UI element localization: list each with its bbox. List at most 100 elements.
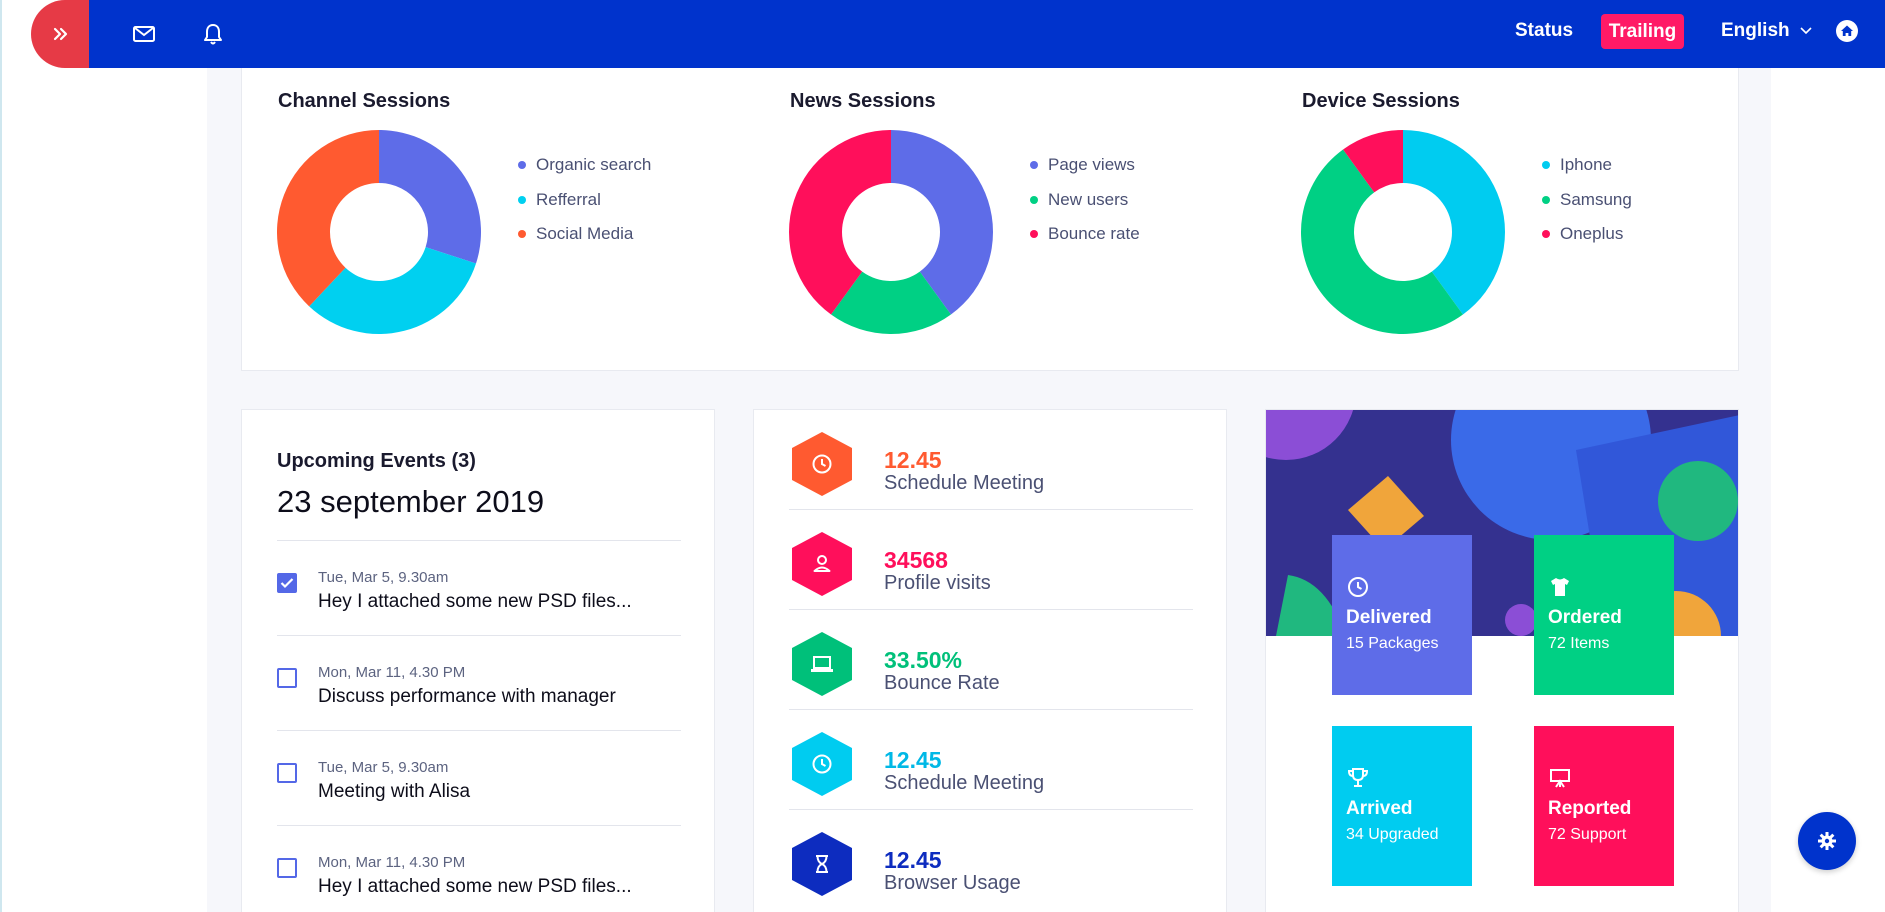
tile-title: Arrived — [1346, 798, 1413, 819]
news-sessions-donut-chart — [789, 130, 993, 334]
stats-card: 12.45 Schedule Meeting 34568 Profile vis… — [753, 409, 1227, 912]
legend-label: New users — [1048, 189, 1129, 209]
stat-label: Schedule Meeting — [884, 472, 1045, 494]
arrived-tile[interactable]: Arrived 34 Upgraded — [1332, 726, 1472, 886]
donut-slice-bounce-rate — [789, 130, 891, 315]
tile-subtitle: 72 Items — [1548, 635, 1610, 652]
stat-value: 12.45 — [884, 847, 942, 873]
donut-slice-organic-search — [379, 130, 481, 264]
legend-label: Organic search — [536, 155, 652, 175]
event-item[interactable]: Mon, Mar 11, 4.30 PM Discuss performance… — [277, 636, 681, 731]
event-item[interactable]: Mon, Mar 11, 4.30 PM Hey I attached some… — [277, 826, 681, 912]
donut-slice-social-media — [277, 130, 379, 307]
mail-icon[interactable] — [129, 19, 159, 49]
event-checkbox[interactable] — [277, 858, 297, 878]
channel-sessions-title: Channel Sessions — [278, 90, 451, 112]
status-link[interactable]: Status — [1515, 20, 1574, 41]
legend-dot — [1030, 195, 1038, 204]
legend-dot — [1030, 161, 1038, 170]
event-text: Hey I attached some new PSD files... — [318, 591, 632, 612]
event-text: Meeting with Alisa — [318, 781, 471, 802]
clock-icon — [792, 432, 852, 496]
legend-dot — [518, 161, 526, 170]
trophy-icon — [1347, 768, 1369, 787]
gear-icon — [1818, 832, 1836, 850]
stat-row: 33.50% Bounce Rate — [789, 610, 1193, 710]
event-checkbox[interactable] — [277, 763, 297, 783]
donut-slice-page-views — [891, 130, 993, 315]
tile-title: Reported — [1548, 798, 1632, 819]
user-icon — [792, 532, 852, 596]
donut-slice-refferral — [309, 247, 477, 334]
stat-row: 12.45 Schedule Meeting — [789, 410, 1193, 510]
events-heading: Upcoming Events (3) — [277, 450, 476, 472]
trailing-button[interactable]: Trailing — [1601, 14, 1684, 49]
event-text: Discuss performance with manager — [318, 686, 616, 707]
clock-icon — [1348, 577, 1368, 597]
legend-dot — [1542, 161, 1550, 170]
sidebar-toggle-button[interactable] — [31, 0, 91, 68]
news-sessions-title: News Sessions — [790, 90, 936, 112]
bell-icon[interactable] — [198, 19, 228, 49]
device-sessions-donut-chart — [1301, 130, 1505, 334]
reported-tile[interactable]: Reported 72 Support — [1534, 726, 1674, 886]
event-text: Hey I attached some new PSD files... — [318, 876, 632, 897]
legend-label: Iphone — [1560, 155, 1612, 175]
event-time: Mon, Mar 11, 4.30 PM — [318, 854, 466, 871]
legend-label: Bounce rate — [1048, 224, 1140, 244]
settings-button[interactable] — [1798, 812, 1856, 870]
chevron-down-icon — [1800, 27, 1812, 35]
event-time: Tue, Mar 5, 9.30am — [318, 569, 449, 586]
ordered-tile[interactable]: Ordered 72 Items — [1534, 535, 1674, 695]
news-sessions-legend: Page views New users Bounce rate — [1030, 148, 1140, 252]
tile-subtitle: 34 Upgraded — [1346, 826, 1439, 843]
stat-label: Schedule Meeting — [884, 772, 1045, 794]
event-item[interactable]: Tue, Mar 5, 9.30am Meeting with Alisa — [277, 731, 681, 826]
event-checkbox[interactable] — [277, 573, 297, 593]
legend-dot — [1542, 230, 1550, 239]
event-time: Mon, Mar 11, 4.30 PM — [318, 664, 466, 681]
hourglass-icon — [792, 832, 852, 896]
legend-item: Social Media — [518, 217, 651, 252]
home-icon[interactable] — [1835, 19, 1859, 43]
legend-item: New users — [1030, 183, 1140, 218]
legend-label: Oneplus — [1560, 224, 1624, 244]
donut-slice-iphone — [1403, 130, 1505, 315]
legend-dot — [518, 230, 526, 239]
device-sessions-legend: Iphone Samsung Oneplus — [1542, 148, 1632, 252]
event-checkbox[interactable] — [277, 668, 297, 688]
stat-label: Profile visits — [884, 572, 991, 594]
top-navbar: Status Trailing English — [89, 0, 1885, 68]
legend-label: Social Media — [536, 224, 634, 244]
legend-label: Page views — [1048, 155, 1135, 175]
stat-value: 34568 — [884, 547, 948, 573]
legend-item: Page views — [1030, 148, 1140, 183]
sessions-card: Channel Sessions Organic search Refferra… — [241, 68, 1739, 371]
event-item[interactable]: Tue, Mar 5, 9.30am Hey I attached some n… — [277, 541, 681, 636]
event-time: Tue, Mar 5, 9.30am — [318, 759, 449, 776]
legend-item: Bounce rate — [1030, 217, 1140, 252]
legend-dot — [1030, 230, 1038, 239]
clock-icon — [792, 732, 852, 796]
delivered-tile[interactable]: Delivered 15 Packages — [1332, 535, 1472, 695]
language-selector[interactable]: English — [1721, 20, 1812, 42]
divider — [277, 540, 681, 541]
laptop-icon — [792, 632, 852, 696]
stat-value: 12.45 — [884, 747, 942, 773]
legend-label: Refferral — [536, 189, 601, 209]
tile-title: Ordered — [1548, 607, 1622, 628]
legend-item: Samsung — [1542, 183, 1632, 218]
donut-slice-new-users — [831, 271, 951, 334]
stat-label: Bounce Rate — [884, 672, 1000, 694]
stat-row: 12.45 Browser Usage — [789, 810, 1193, 910]
channel-sessions-legend: Organic search Refferral Social Media — [518, 148, 651, 252]
presentation-icon — [1550, 769, 1570, 788]
stat-label: Browser Usage — [884, 872, 1021, 894]
legend-item: Oneplus — [1542, 217, 1632, 252]
stat-value: 12.45 — [884, 447, 942, 473]
tshirt-icon — [1551, 578, 1569, 596]
left-rail — [0, 0, 91, 912]
channel-sessions-donut-chart — [277, 130, 481, 334]
legend-item: Organic search — [518, 148, 651, 183]
tile-subtitle: 15 Packages — [1346, 635, 1439, 652]
